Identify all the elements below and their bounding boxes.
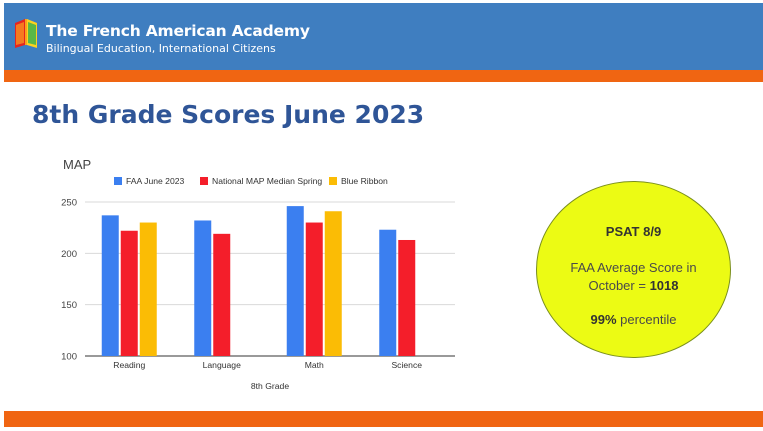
psat-average-value: 1018 (649, 278, 679, 293)
bar (120, 230, 138, 356)
header-banner (4, 3, 763, 70)
org-tagline: Bilingual Education, International Citiz… (46, 42, 276, 55)
x-tick-label: Language (203, 360, 241, 370)
legend-swatch (114, 177, 122, 185)
bar (305, 222, 323, 356)
book-logo-icon (15, 19, 37, 48)
bar (139, 222, 157, 356)
psat-percentile-suffix: percentile (616, 312, 677, 327)
bar (286, 206, 304, 356)
slide-title: 8th Grade Scores June 2023 (32, 100, 425, 129)
bar (398, 239, 416, 356)
x-tick-label: Reading (113, 360, 145, 370)
legend-swatch (200, 177, 208, 185)
psat-average-score: October = 1018 (537, 278, 730, 293)
psat-percentile: 99% percentile (537, 312, 730, 327)
legend-label: Blue Ribbon (341, 176, 388, 186)
bar (324, 211, 342, 356)
chart-title: MAP (63, 157, 91, 172)
y-tick-label: 250 (61, 198, 77, 209)
y-tick-label: 200 (61, 249, 77, 260)
orange-divider-bottom (4, 411, 763, 427)
psat-average-prefix: October = (588, 278, 650, 293)
y-tick-label: 150 (61, 300, 77, 311)
bar (379, 229, 397, 356)
psat-average-label: FAA Average Score in (570, 260, 697, 275)
orange-divider-top (4, 70, 763, 82)
x-axis-label: 8th Grade (251, 381, 289, 391)
bar (194, 220, 212, 356)
psat-callout: PSAT 8/9 FAA Average Score in October = … (536, 181, 731, 358)
legend-swatch (329, 177, 337, 185)
y-tick-label: 100 (61, 352, 77, 363)
legend-label: FAA June 2023 (126, 176, 185, 186)
x-tick-label: Math (305, 360, 324, 370)
bar (213, 233, 231, 356)
legend-label: National MAP Median Spring (212, 176, 322, 186)
x-tick-label: Science (391, 360, 422, 370)
bar (101, 215, 119, 356)
psat-percentile-value: 99% (590, 312, 617, 327)
org-name: The French American Academy (46, 22, 310, 40)
psat-heading: PSAT 8/9 (605, 224, 662, 239)
